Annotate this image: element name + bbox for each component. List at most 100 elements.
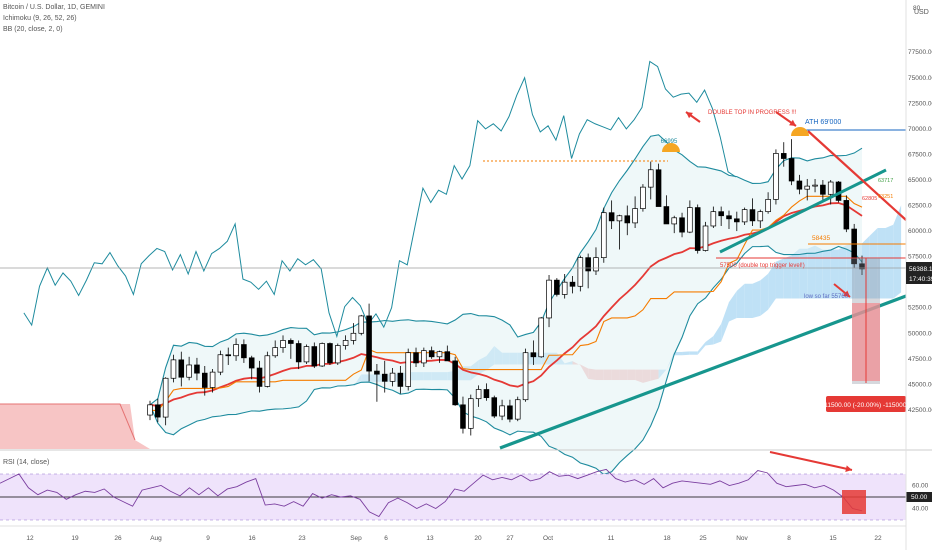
annotations: -11500.00 (-20.00%) -1150000 DOUBLE TOP I…: [0, 110, 910, 472]
candle-body: [514, 399, 521, 420]
candle-body: [530, 352, 537, 358]
candle: [734, 211, 740, 232]
symbol-title[interactable]: Bitcoin / U.S. Dollar, 1D, GEMINI: [3, 4, 105, 11]
candle-body: [679, 217, 685, 233]
time-tick: Aug: [150, 535, 162, 542]
cloud-segment: [893, 205, 902, 299]
candle: [217, 350, 224, 376]
resistance-line: [807, 130, 907, 221]
cloud-segment: [721, 302, 729, 342]
candle-body: [319, 343, 325, 367]
candle: [280, 335, 286, 353]
candle: [194, 357, 200, 381]
candle-body: [468, 398, 474, 429]
candle: [702, 221, 709, 252]
candle-body: [162, 377, 169, 418]
price-tick: 67500.00: [908, 151, 932, 158]
candle: [248, 355, 255, 380]
cloud-segment: [682, 351, 690, 356]
candle-body: [483, 389, 490, 399]
candle-body: [444, 351, 451, 362]
cloud-segment: [752, 280, 761, 318]
candle-body: [804, 185, 811, 190]
candle: [264, 351, 271, 388]
candle-body: [624, 215, 631, 224]
candle-body: [491, 397, 498, 417]
cloud-segment: [783, 255, 792, 299]
candles: [147, 139, 865, 436]
rsi-title[interactable]: RSI (14, close): [3, 459, 50, 466]
candle-body: [687, 207, 693, 233]
candle: [256, 360, 263, 393]
candle: [358, 314, 365, 336]
candle: [327, 342, 333, 365]
candle: [569, 276, 576, 294]
time-tick: 26: [114, 535, 122, 542]
candle: [687, 200, 693, 234]
candle: [319, 342, 325, 368]
candle-body: [288, 340, 294, 344]
candle-body: [374, 370, 380, 375]
candle-body: [585, 257, 591, 272]
candle: [561, 274, 568, 299]
candle: [640, 184, 646, 212]
candle-body: [233, 344, 239, 357]
candle-body: [843, 200, 850, 230]
bb-lower: [149, 245, 863, 476]
current-price-tag: [906, 262, 932, 284]
candle: [530, 340, 537, 365]
time-tick: Sep: [350, 535, 362, 542]
price-tick: 47500.00: [908, 356, 932, 363]
cloud-edge-left: [0, 403, 136, 441]
candle: [820, 179, 826, 201]
candle: [468, 394, 474, 436]
candle: [773, 149, 779, 205]
price-tick-top: 80: [913, 5, 921, 12]
ichimoku-legend[interactable]: Ichimoku (9, 26, 52, 26): [3, 15, 77, 22]
candle-body: [780, 153, 787, 159]
candle: [749, 198, 756, 226]
price-tick: 77500.00: [908, 49, 932, 56]
time-tick: 11: [608, 535, 615, 542]
candle-body: [616, 215, 623, 222]
candle-body: [264, 355, 271, 387]
chart-legend: Bitcoin / U.S. Dollar, 1D, GEMINI Ichimo…: [3, 2, 105, 35]
current-price-value: 56388.19: [909, 266, 932, 273]
label-62805: 62805: [862, 196, 877, 202]
cloud-segment: [768, 261, 776, 310]
candle: [827, 179, 834, 205]
time-tick: 22: [874, 535, 882, 542]
candle: [585, 253, 591, 289]
candle: [718, 206, 724, 226]
candle: [843, 195, 850, 233]
candle-body: [342, 340, 349, 346]
candle-body: [859, 263, 865, 270]
time-tick: 23: [298, 535, 306, 542]
candle-body: [655, 169, 662, 207]
rsi-tick: 60.00: [912, 483, 929, 490]
candle-body: [710, 211, 717, 227]
candle: [616, 214, 623, 250]
candle-body: [726, 215, 732, 220]
candle: [170, 354, 177, 383]
candle: [421, 347, 427, 368]
rsi-line: [0, 468, 863, 518]
candle-body: [734, 218, 740, 223]
candle: [147, 400, 153, 421]
candle: [389, 368, 396, 387]
price-axis: 77500.00 75000.00 72500.00 70000.00 67500.00…: [905, 0, 932, 550]
candle-body: [741, 209, 748, 223]
candle: [514, 396, 521, 422]
cloud-segment: [689, 351, 698, 355]
bb-legend[interactable]: BB (20, close, 2, 0): [3, 26, 63, 33]
candle: [788, 139, 795, 186]
cloud-segment: [744, 283, 753, 318]
candle: [178, 351, 185, 387]
time-tick: 15: [829, 535, 837, 542]
rsi-level-tag: [906, 492, 932, 502]
candle-body: [436, 351, 443, 358]
price-tick: 57500.00: [908, 254, 932, 261]
candle: [804, 178, 811, 201]
candle: [577, 255, 584, 292]
